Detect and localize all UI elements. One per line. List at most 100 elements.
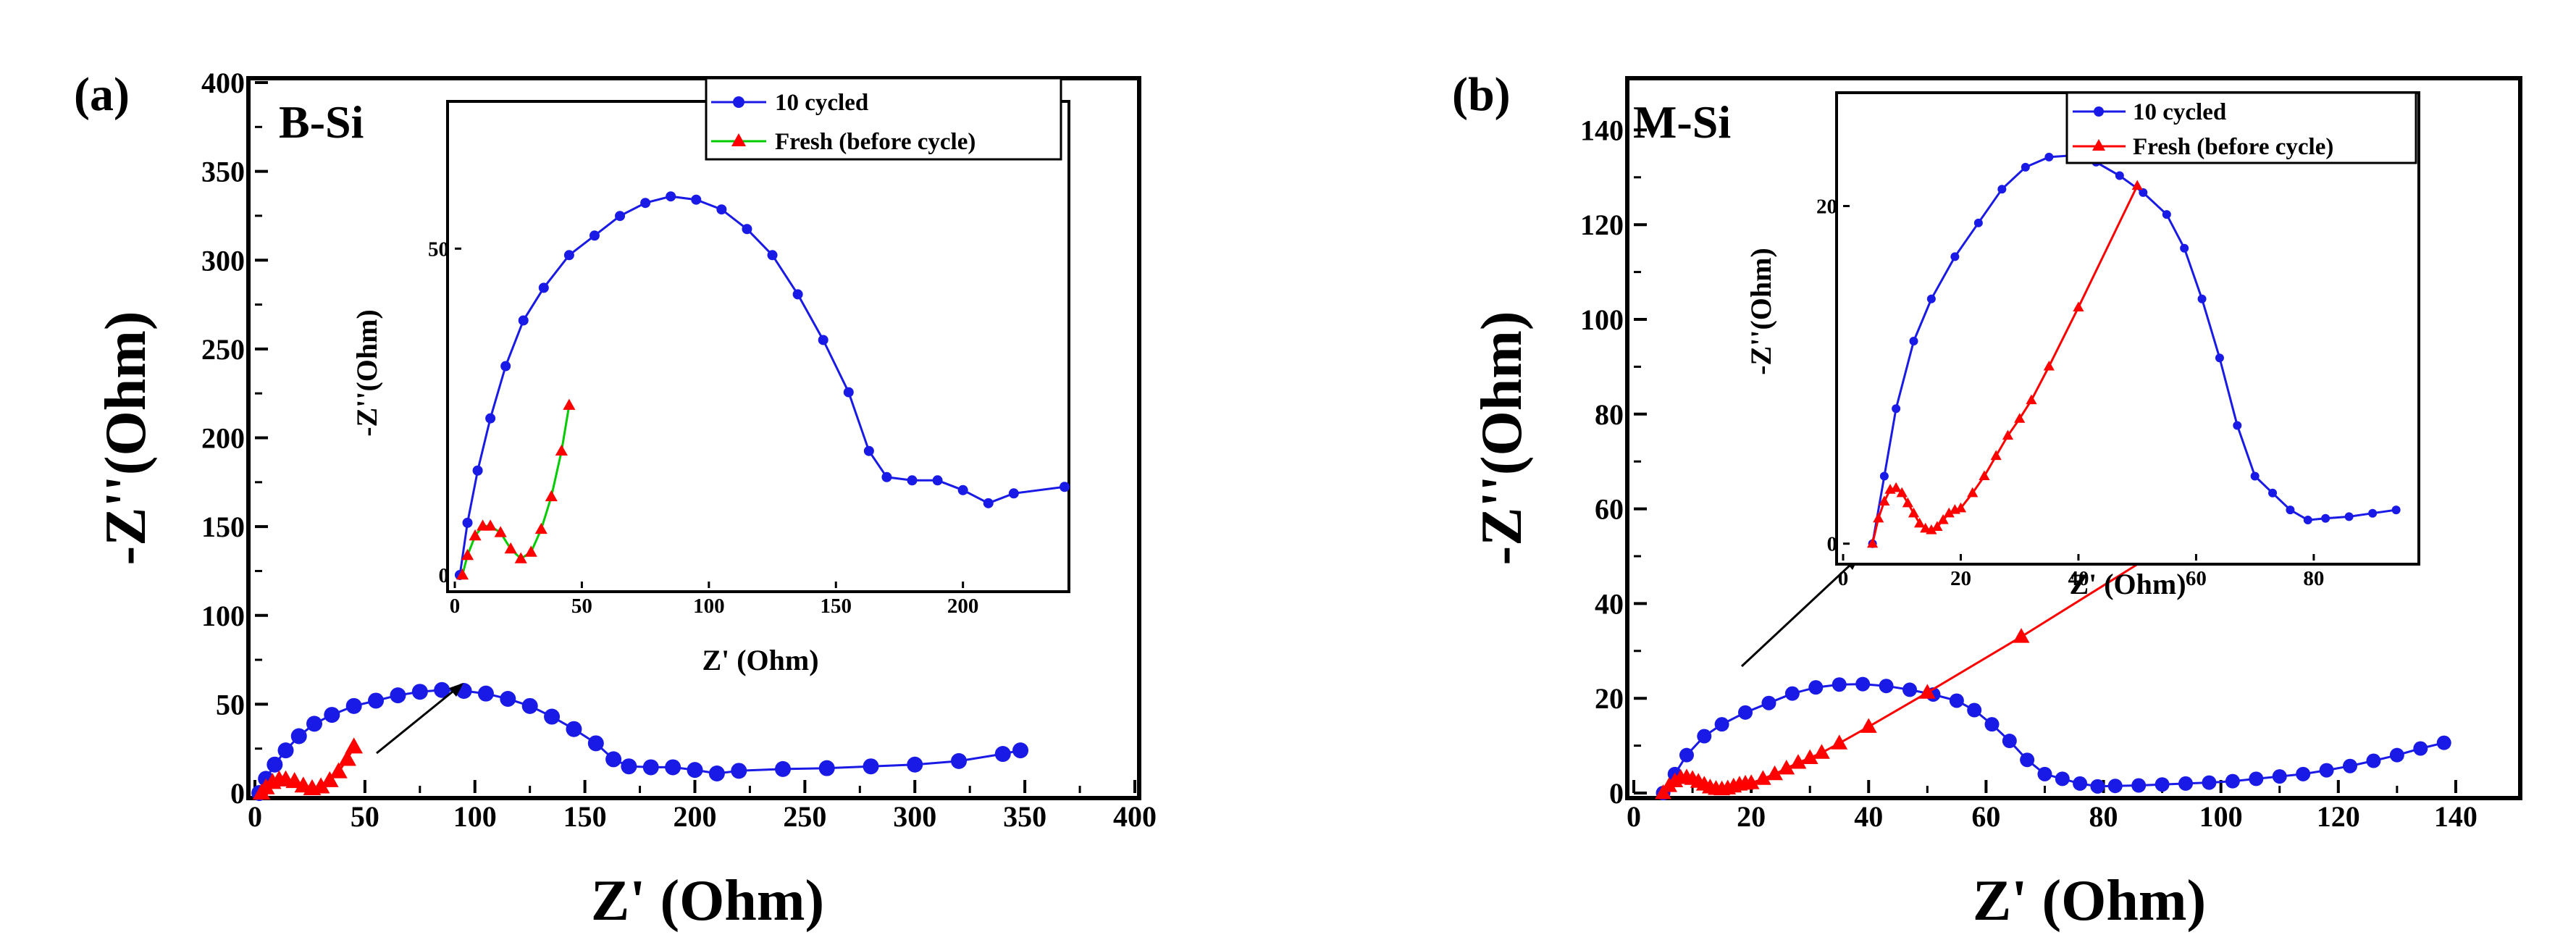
panel-a-cycled-point-8 [368, 692, 385, 709]
panel-b-inset-fresh-point-10 [1926, 524, 1937, 534]
panel-a-inset-cycled-point-3 [485, 413, 496, 424]
panel-a-x-axis-title: Z' (Ohm) [591, 869, 824, 933]
panel-b-cycled-point-29 [2249, 771, 2264, 786]
panel-a-cycled-point-30 [951, 752, 967, 769]
panel-a-inset-frame [446, 100, 1070, 593]
panel-a-inset-cycled-point-20 [881, 471, 892, 482]
panel-a-cycled-point-11 [434, 681, 450, 698]
panel-b-x-tick-label-5: 100 [2199, 800, 2243, 833]
panel-a-inset-fresh-point-8 [524, 545, 537, 557]
panel-b-cycled-point-12 [1902, 682, 1918, 697]
panel-a-fresh-point-11 [338, 750, 356, 766]
panel-a-inset-cycled-point-21 [907, 475, 918, 486]
panel-b-cycled-point-17 [2002, 734, 2017, 749]
panel-a-inset-series-fresh [456, 398, 576, 580]
panel-b-inset-frame [1835, 91, 2420, 566]
panel-a-inset-fresh-point-7 [514, 552, 527, 563]
panel-a-inset-fresh-point-9 [534, 522, 547, 534]
panel-a-inset-fresh-point-10 [545, 490, 558, 502]
panel-b-inset-x-tick-label-2: 40 [2068, 567, 2089, 590]
panel-b-inset-cycled-point-6 [1973, 218, 1983, 227]
panel-b-inset-cycled-point-26 [2391, 506, 2401, 515]
panel-b-x-ticks: 0 20 40 60 80 100 120 140 [1627, 780, 2478, 833]
panel-b-cycled-point-25 [2155, 777, 2170, 792]
panel-b-inset-series-cycled [1868, 151, 2401, 548]
panel-a-y-axis-title: -Z''(Ohm) [94, 311, 158, 565]
panel-b-sample-label: M-Si [1633, 96, 1731, 148]
panel-a-cycled-point-13 [477, 685, 494, 702]
panel-a-inset-cycled-point-22 [932, 475, 943, 486]
panel-b-label: (b) [1452, 68, 1511, 121]
panel-a-cycled-point-15 [521, 697, 538, 714]
panel-a-inset-fresh-point-6 [504, 542, 517, 554]
panel-b-cycled-point-27 [2202, 775, 2217, 790]
panel-a-inset: 0 50 100 150 200 0 50 Z' (Ohm) -Z''(Ohm) 10 c… [351, 77, 1070, 676]
panel-a-inset-x-axis-title: Z' (Ohm) [702, 644, 818, 676]
panel-b-inset-cycled-point-7 [1997, 185, 2007, 194]
panel-a-x-tick-label-3: 150 [563, 800, 607, 833]
panel-a-inset-y-ticks: 0 50 [428, 238, 461, 587]
panel-b-inset-fresh-point-23 [2073, 301, 2084, 311]
panel-a-fresh-point-5 [285, 772, 304, 789]
panel-a-inset-cycled-point-17 [818, 335, 828, 345]
panel-b-cycled-point-16 [1984, 717, 2000, 732]
panel-b-inset-fresh-point-19 [2002, 429, 2014, 440]
panel-a-cycled-point-3 [277, 742, 294, 759]
panel-a-cycled-point-5 [306, 716, 323, 732]
legend-a-cycled-marker [733, 96, 744, 108]
panel-a-inset-cycled-point-19 [863, 445, 874, 456]
panel-b-fresh-point-21 [1813, 744, 1830, 759]
legend-a-cycled-label: 10 cycled [775, 90, 868, 116]
panel-a-x-tick-label-6: 300 [893, 800, 936, 833]
panel-a-inset-cycled-point-10 [640, 198, 651, 209]
panel-b-inset-cycled-point-22 [2303, 516, 2312, 525]
panel-a-plot-frame [246, 76, 1141, 800]
panel-b-inset-cycled-point-14 [2162, 210, 2171, 219]
panel-b: (b) M-Si Z' (Ohm) -Z''(Ohm) 0 20 40 60 80 100… [1452, 68, 2522, 933]
panel-b-inset-fresh-point-7 [1908, 507, 1920, 518]
panel-a-x-tick-label-1: 50 [351, 800, 379, 833]
panel-b-inset-cycled-point-21 [2286, 506, 2295, 515]
panel-a-fresh-point-10 [330, 762, 348, 779]
panel-a-inset-x-tick-label-0: 0 [450, 595, 461, 618]
panel-b-cycled-point-8 [1808, 680, 1824, 695]
panel-a-y-tick-label-1: 50 [216, 688, 245, 721]
panel-a-cycled-point-18 [587, 735, 604, 752]
legend-a-fresh-label: Fresh (before cycle) [775, 129, 976, 155]
panel-a-cycled-point-27 [818, 760, 835, 776]
panel-b-cycled-point-11 [1879, 679, 1894, 694]
panel-b-inset-fresh-point-24 [2131, 180, 2143, 190]
panel-a-inset-y-tick-label-1: 50 [428, 238, 449, 261]
panel-a-cycled-point-7 [345, 697, 362, 714]
panel-b-cycled-point-20 [2055, 771, 2070, 786]
panel-b-inset-cycled-point-19 [2250, 471, 2260, 481]
panel-b-y-tick-label-2: 40 [1595, 587, 1624, 620]
panel-a-inset-cycled-point-6 [538, 282, 549, 293]
panel-a-cycled-point-25 [731, 763, 747, 779]
panel-b-cycled-point-36 [2413, 741, 2428, 756]
panel-a-cycled-point-24 [708, 765, 725, 782]
panel-a-inset-fresh-point-0 [456, 568, 469, 580]
panel-b-fresh-point-17 [1766, 765, 1783, 781]
panel-b-x-tick-label-4: 80 [2089, 800, 2118, 833]
panel-b-inset-fresh-point-20 [2014, 413, 2026, 423]
panel-a-fresh-point-8 [311, 777, 330, 794]
panel-a-cycled-point-21 [642, 759, 659, 776]
panel-a-inset-x-tick-label-4: 200 [947, 595, 979, 618]
legend-b-cycled-marker [2094, 106, 2104, 117]
panel-b-inset-cycled-point-2 [1892, 404, 1901, 414]
panel-b-inset-x-tick-label-1: 20 [1950, 567, 1971, 590]
panel-a-inset-cycled-point-23 [957, 485, 968, 495]
panel-b-inset: 0 20 40 60 80 0 20 Z' (Ohm) -Z''(Ohm) 10 cycl… [1745, 91, 2420, 600]
panel-b-cycled-point-15 [1967, 702, 1982, 718]
panel-a-x-tick-label-0: 0 [248, 800, 262, 833]
panel-a-inset-cycled-point-16 [792, 289, 803, 300]
panel-b-inset-x-ticks: 0 20 40 60 80 [1838, 554, 2324, 590]
panel-a-x-tick-label-8: 400 [1113, 800, 1157, 833]
panel-a-inset-cycled-point-4 [500, 361, 511, 372]
panel-a-inset-cycled-point-25 [1008, 488, 1019, 499]
panel-a-inset-fresh-point-11 [555, 444, 568, 456]
panel-a-cycled-point-32 [1012, 742, 1029, 759]
panel-b-inset-legend: 10 cycled Fresh (before cycle) [2065, 91, 2417, 164]
